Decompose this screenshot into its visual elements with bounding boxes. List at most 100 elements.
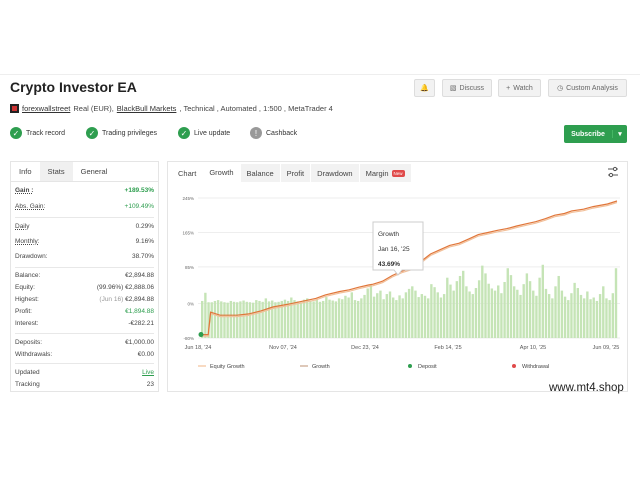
profit-bar bbox=[325, 297, 328, 338]
broker-link[interactable]: BlackBull Markets bbox=[116, 104, 177, 113]
profit-bar bbox=[372, 296, 376, 338]
y-tick-label: 165% bbox=[182, 230, 194, 235]
tab-margin[interactable]: Margin New bbox=[359, 164, 411, 182]
legend-growth: Growth bbox=[312, 364, 330, 370]
profit-bar bbox=[395, 300, 398, 338]
profit-bar bbox=[602, 286, 605, 338]
profit-bar bbox=[446, 277, 449, 338]
profit-bar bbox=[401, 298, 404, 338]
profit-bar bbox=[551, 298, 554, 338]
tooltip-date: Jan 16, '25 bbox=[378, 246, 410, 253]
profit-bar bbox=[204, 292, 207, 338]
profit-bar bbox=[312, 301, 315, 338]
profit-bar bbox=[347, 297, 350, 338]
discuss-button[interactable]: ▧ Discuss bbox=[442, 79, 492, 97]
profit-bar bbox=[334, 301, 338, 338]
bell-icon: 🔔 bbox=[420, 85, 429, 92]
badge-live-update[interactable]: ✓ Live update bbox=[178, 127, 230, 139]
x-tick-label: Nov 07, '24 bbox=[269, 345, 297, 351]
profit-bar bbox=[506, 268, 509, 338]
check-icon: ✓ bbox=[178, 127, 190, 139]
flag-icon bbox=[10, 104, 19, 113]
profit-bar bbox=[328, 299, 331, 338]
badge-cashback[interactable]: ! Cashback bbox=[250, 127, 297, 139]
profit-bar bbox=[509, 275, 513, 338]
profit-bar bbox=[232, 301, 236, 338]
profit-bar bbox=[576, 288, 580, 338]
profit-bar bbox=[341, 299, 344, 338]
profit-bar bbox=[477, 280, 481, 338]
profit-bar bbox=[582, 298, 586, 338]
divider bbox=[15, 363, 154, 364]
profit-bar bbox=[350, 292, 353, 338]
chevron-down-icon[interactable]: ▾ bbox=[612, 130, 627, 138]
profit-bar bbox=[563, 296, 567, 338]
profit-bar bbox=[385, 294, 389, 338]
profit-bar bbox=[522, 284, 525, 338]
profit-bar bbox=[414, 290, 417, 338]
profit-bar bbox=[404, 292, 408, 338]
profit-bar bbox=[519, 294, 522, 338]
tab-stats[interactable]: Stats bbox=[39, 162, 73, 181]
y-tick-label: 85% bbox=[185, 265, 194, 270]
profit-bar bbox=[360, 298, 363, 338]
profit-bar bbox=[286, 300, 290, 338]
profit-bar bbox=[353, 300, 357, 338]
legend-withdrawal: Withdrawal bbox=[522, 364, 549, 370]
profit-bar bbox=[293, 300, 296, 338]
stat-withdrawals: Withdrawals: €0.00 bbox=[15, 351, 154, 358]
profit-bar bbox=[560, 290, 564, 338]
profit-bar bbox=[535, 295, 538, 338]
y-tick-label: 245% bbox=[182, 196, 194, 201]
profit-bar bbox=[471, 294, 474, 338]
subscribe-button[interactable]: Subscribe ▾ bbox=[564, 125, 627, 143]
profit-bar bbox=[344, 295, 347, 338]
profit-bar bbox=[608, 300, 611, 338]
profit-bar bbox=[264, 298, 268, 338]
watch-button[interactable]: + Watch bbox=[498, 79, 541, 97]
legend-equity-growth: Equity Growth bbox=[210, 364, 245, 370]
profit-bar bbox=[255, 300, 258, 338]
profit-bar bbox=[376, 293, 379, 338]
settings-sliders-icon[interactable] bbox=[607, 166, 619, 178]
profit-bar bbox=[229, 300, 233, 338]
tab-profit[interactable]: Profit bbox=[280, 164, 311, 182]
tab-growth[interactable]: Growth bbox=[203, 164, 240, 182]
profit-bar bbox=[411, 286, 414, 338]
user-link[interactable]: forexwallstreet bbox=[22, 104, 71, 113]
profit-bar bbox=[280, 300, 283, 338]
tab-general[interactable]: General bbox=[80, 167, 108, 176]
profit-bar bbox=[538, 277, 541, 338]
growth-chart: 245% 165% 85% 0% -80% Jun 18, '24 Nov 07, '24… bbox=[182, 196, 620, 370]
chart-tabs: Chart Growth Balance Profit Drawdown Mar… bbox=[172, 164, 412, 182]
profit-bar bbox=[302, 299, 306, 338]
legend-withdrawal-swatch bbox=[512, 364, 516, 368]
profit-bar bbox=[388, 291, 392, 338]
profit-bar bbox=[242, 300, 245, 338]
profit-bar bbox=[503, 282, 506, 338]
profit-bar bbox=[337, 298, 341, 338]
profit-bar bbox=[573, 282, 576, 338]
stat-abs-gain: Abs. Gain: +109.49% bbox=[15, 203, 154, 210]
profit-bar bbox=[586, 291, 589, 338]
profit-bar bbox=[592, 297, 595, 338]
tab-chart[interactable]: Chart bbox=[172, 164, 203, 182]
profit-bar bbox=[436, 292, 439, 338]
x-tick-label: Jun 18, '24 bbox=[185, 345, 212, 351]
tab-drawdown[interactable]: Drawdown bbox=[311, 164, 359, 182]
profit-bar bbox=[274, 302, 277, 338]
tab-info[interactable]: Info bbox=[19, 167, 32, 176]
tab-balance[interactable]: Balance bbox=[240, 164, 280, 182]
badge-track-record[interactable]: ✓ Track record bbox=[10, 127, 65, 139]
profit-bar bbox=[318, 301, 322, 338]
stats-panel: Info Stats General Gain : +189.53% Abs. G… bbox=[10, 161, 159, 392]
profit-bar bbox=[379, 290, 382, 338]
badge-trading-privileges[interactable]: ✓ Trading privileges bbox=[86, 127, 157, 139]
y-tick-label: -80% bbox=[183, 336, 194, 341]
bell-button[interactable]: 🔔 bbox=[414, 79, 435, 97]
profit-bar bbox=[309, 300, 312, 338]
profit-bar bbox=[532, 290, 535, 338]
custom-analysis-button[interactable]: ◷ Custom Analysis bbox=[548, 79, 627, 97]
divider bbox=[15, 333, 154, 334]
x-tick-label: Feb 14, '25 bbox=[434, 345, 461, 351]
